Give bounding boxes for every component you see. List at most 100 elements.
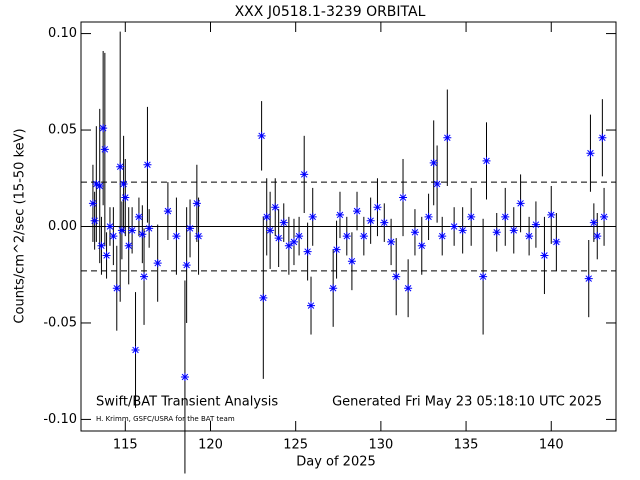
data-point: [342, 232, 351, 241]
data-point: [387, 237, 396, 246]
data-point: [458, 226, 467, 235]
data-point: [112, 284, 121, 293]
data-point: [424, 212, 433, 221]
data-point: [92, 180, 101, 189]
y-tick-label: -0.05: [43, 315, 77, 330]
data-point: [584, 274, 593, 283]
data-point: [509, 226, 518, 235]
data-point: [259, 293, 268, 302]
x-tick-label: 140: [539, 438, 564, 453]
data-point: [134, 212, 143, 221]
data-point: [100, 145, 109, 154]
data-point: [266, 226, 275, 235]
data-point: [399, 193, 408, 202]
data-point: [329, 284, 338, 293]
data-point: [540, 251, 549, 260]
data-point: [347, 257, 356, 266]
data-point: [335, 210, 344, 219]
data-point: [373, 203, 382, 212]
x-tick-label: 135: [454, 438, 479, 453]
data-point: [172, 232, 181, 241]
data-point: [525, 232, 534, 241]
y-tick-label: 0.10: [48, 26, 77, 41]
x-tick-label: 120: [198, 438, 223, 453]
data-point: [598, 133, 607, 142]
data-point: [295, 232, 304, 241]
data-point: [274, 234, 283, 243]
y-axis-label: Counts/cm^2/sec (15-50 keV): [13, 128, 28, 323]
data-point: [95, 181, 104, 190]
data-point: [552, 237, 561, 246]
x-axis-label: Day of 2025: [296, 455, 376, 470]
data-point: [443, 133, 452, 142]
data-point: [105, 222, 114, 231]
data-point: [516, 199, 525, 208]
data-point: [366, 216, 375, 225]
data-point: [380, 218, 389, 227]
y-tick-label: -0.10: [43, 412, 77, 427]
annotation: Generated Fri May 23 05:18:10 UTC 2025: [332, 395, 602, 410]
data-point: [300, 170, 309, 179]
data-point: [140, 272, 149, 281]
data-point: [117, 226, 126, 235]
data-point: [586, 149, 595, 158]
data-point: [353, 207, 362, 216]
data-point: [593, 232, 602, 241]
data-point: [257, 131, 266, 140]
data-point: [119, 180, 128, 189]
y-tick-label: 0.00: [48, 219, 77, 234]
chart-title: XXX J0518.1-3239 ORBITAL: [235, 4, 426, 20]
annotation: Swift/BAT Transient Analysis: [96, 395, 278, 410]
data-point: [271, 203, 280, 212]
data-point: [102, 251, 111, 260]
data-point: [531, 220, 540, 229]
data-point: [163, 207, 172, 216]
data-point: [109, 232, 118, 241]
data-point: [410, 228, 419, 237]
data-point: [308, 212, 317, 221]
data-point: [145, 224, 154, 233]
data-point: [138, 230, 147, 239]
data-point: [479, 272, 488, 281]
data-point: [124, 241, 133, 250]
data-point: [482, 156, 491, 165]
data-point: [589, 218, 598, 227]
data-point: [194, 232, 203, 241]
data-point: [131, 345, 140, 354]
data-point: [116, 162, 125, 171]
data-point: [192, 199, 201, 208]
data-point: [121, 193, 130, 202]
y-tick-label: 0.05: [48, 123, 77, 138]
data-point: [438, 232, 447, 241]
data-point: [143, 160, 152, 169]
data-point: [153, 259, 162, 268]
data-point: [492, 228, 501, 237]
data-point: [467, 212, 476, 221]
data-point: [359, 232, 368, 241]
data-point: [433, 180, 442, 189]
data-point: [90, 216, 99, 225]
data-point: [404, 284, 413, 293]
x-tick-label: 115: [113, 438, 138, 453]
data-point: [429, 158, 438, 167]
data-point: [97, 241, 106, 250]
data-point: [450, 222, 459, 231]
data-point: [600, 212, 609, 221]
data-point: [289, 237, 298, 246]
data-point: [88, 199, 97, 208]
data-point: [186, 224, 195, 233]
data-point: [303, 247, 312, 256]
annotation: H. Krimm, GSFC/USRA for the BAT team: [96, 415, 235, 423]
data-point: [417, 241, 426, 250]
data-point: [284, 241, 293, 250]
x-tick-label: 125: [283, 438, 308, 453]
data-point: [547, 210, 556, 219]
x-tick-label: 130: [368, 438, 393, 453]
data-point: [180, 372, 189, 381]
data-point: [262, 212, 271, 221]
data-point: [128, 226, 137, 235]
data-point: [501, 212, 510, 221]
data-point: [307, 301, 316, 310]
data-point: [392, 272, 401, 281]
